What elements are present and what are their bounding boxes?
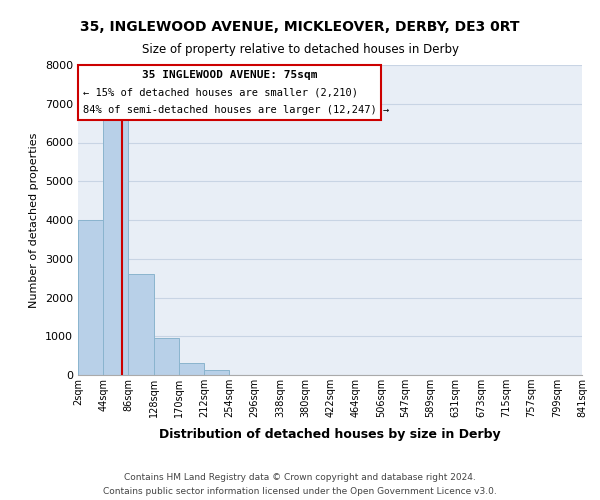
Text: ← 15% of detached houses are smaller (2,210): ← 15% of detached houses are smaller (2,… <box>83 88 358 98</box>
Bar <box>154 338 179 375</box>
Bar <box>179 362 204 375</box>
Text: 35, INGLEWOOD AVENUE, MICKLEOVER, DERBY, DE3 0RT: 35, INGLEWOOD AVENUE, MICKLEOVER, DERBY,… <box>80 20 520 34</box>
Text: Size of property relative to detached houses in Derby: Size of property relative to detached ho… <box>142 42 458 56</box>
Text: Contains public sector information licensed under the Open Government Licence v3: Contains public sector information licen… <box>103 486 497 496</box>
Bar <box>78 220 103 375</box>
Text: Contains HM Land Registry data © Crown copyright and database right 2024.: Contains HM Land Registry data © Crown c… <box>124 473 476 482</box>
Bar <box>128 274 154 375</box>
Text: 84% of semi-detached houses are larger (12,247) →: 84% of semi-detached houses are larger (… <box>83 105 389 115</box>
Bar <box>204 370 229 375</box>
Bar <box>103 119 128 375</box>
Y-axis label: Number of detached properties: Number of detached properties <box>29 132 40 308</box>
Bar <box>78 65 381 120</box>
X-axis label: Distribution of detached houses by size in Derby: Distribution of detached houses by size … <box>159 428 501 442</box>
Text: 35 INGLEWOOD AVENUE: 75sqm: 35 INGLEWOOD AVENUE: 75sqm <box>142 70 317 80</box>
